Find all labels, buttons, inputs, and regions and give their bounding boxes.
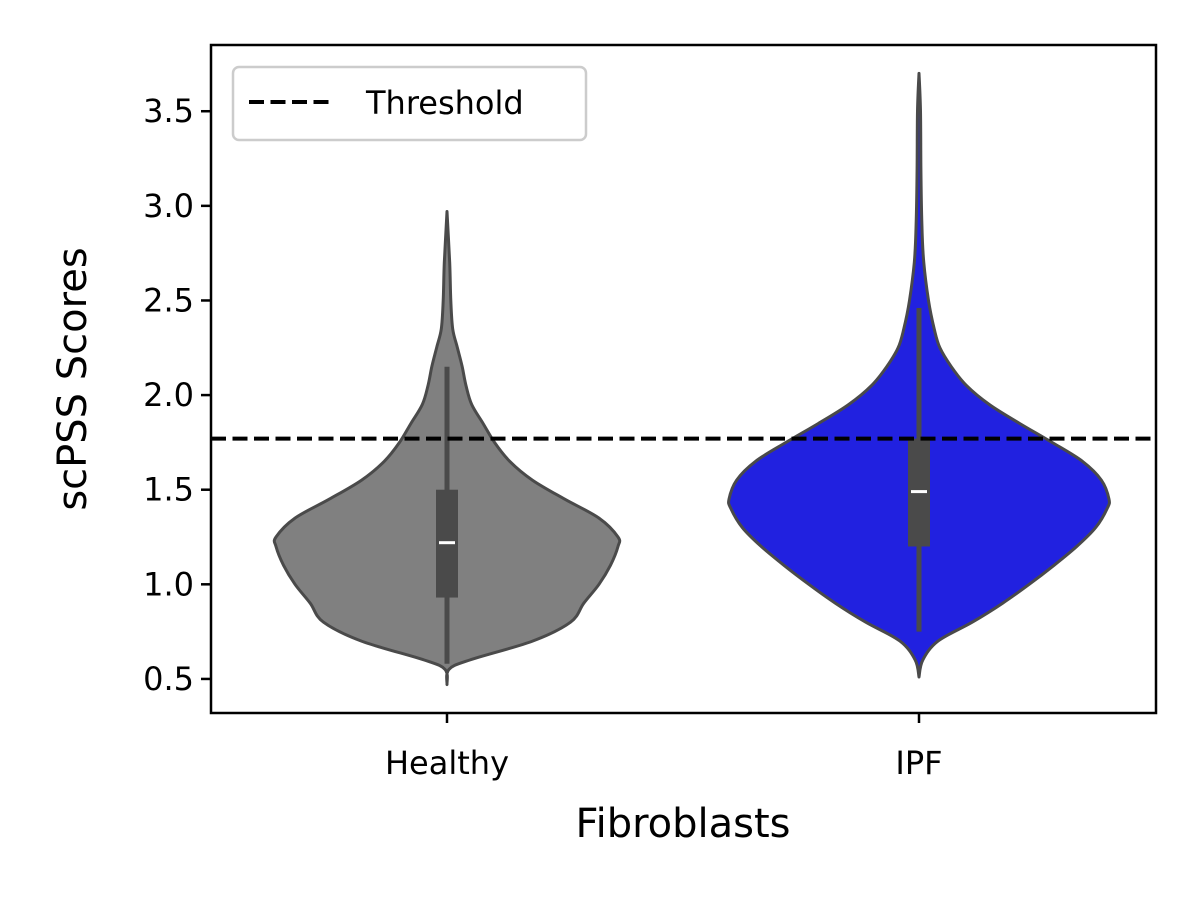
y-tick-label: 1.5 (143, 471, 194, 509)
y-tick-label: 1.0 (143, 565, 194, 603)
y-tick-label: 3.0 (143, 187, 194, 225)
plot-frame (209, 43, 1158, 715)
y-axis-label: scPSS Scores (50, 247, 96, 510)
violins-layer (272, 71, 1111, 687)
x-axis: Healthy IPF (385, 713, 943, 782)
legend-box (231, 65, 588, 142)
y-tick-label: 2.0 (143, 376, 194, 414)
x-tick-label: Healthy (385, 744, 509, 782)
y-tick-label: 0.5 (143, 660, 194, 698)
y-tick-label: 3.5 (143, 92, 194, 130)
y-axis: 0.5 1.0 1.5 2.0 2.5 3.0 3.5 (143, 92, 211, 698)
x-axis-label: Fibroblasts (575, 801, 790, 847)
legend: Threshold (231, 65, 588, 142)
y-tick-label: 2.5 (143, 281, 194, 319)
legend-threshold-label: Threshold (365, 84, 524, 122)
x-tick-label: IPF (895, 744, 942, 782)
